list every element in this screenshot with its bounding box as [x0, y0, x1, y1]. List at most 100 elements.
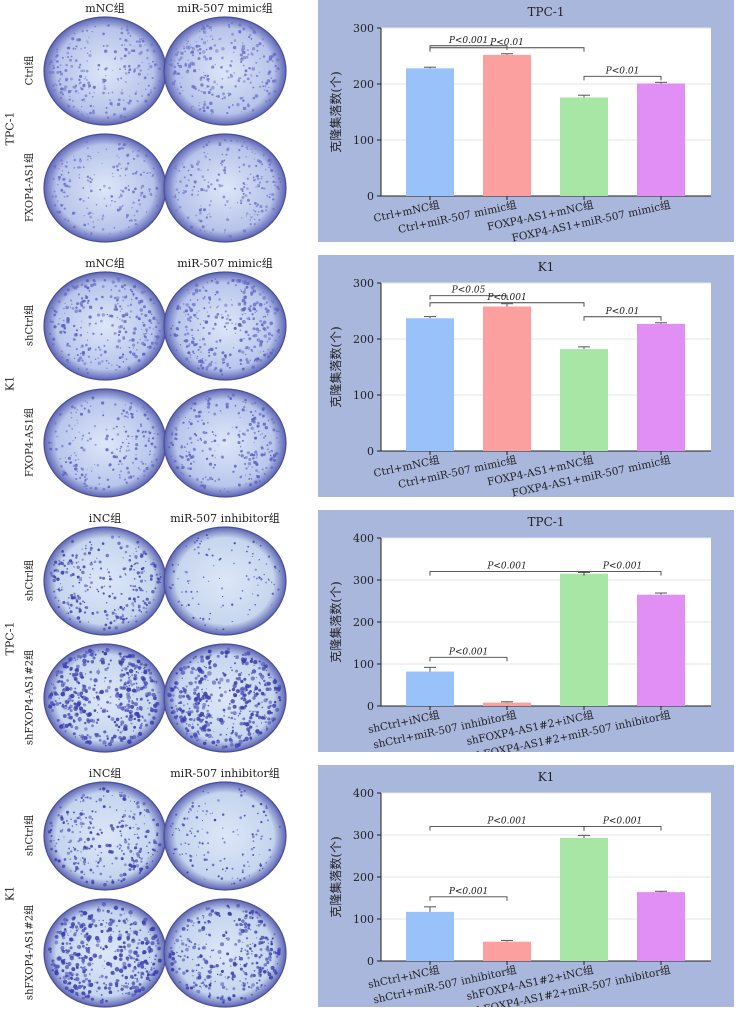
colony-dish-image: [163, 898, 287, 1008]
p-value-label: P<0.001: [448, 887, 488, 897]
bar-chart: TPC-10100200300400克隆集落数(个)shCtrl+iNC组shC…: [318, 510, 734, 752]
colony-dish-image: [43, 271, 167, 381]
cell-line-label: TPC-1: [4, 615, 17, 663]
colony-dish-image: [43, 133, 167, 243]
bar: [483, 55, 531, 196]
colony-dish: [163, 643, 287, 753]
y-tick-label: 0: [367, 445, 374, 458]
colony-dish-image: [163, 526, 287, 636]
column-label: miR-507 inhibitor组: [155, 510, 295, 526]
colony-dish-image: [163, 133, 287, 243]
bar: [483, 942, 531, 961]
colony-dish-image: [43, 16, 167, 126]
panel-1: TPC-1 mNC组 miR-507 mimic组 Ctrl组 FXOP4-AS1组 TP…: [0, 0, 738, 245]
y-tick-label: 100: [353, 134, 374, 147]
column-label: mNC组: [35, 0, 175, 16]
panel-3: TPC-1 iNC组 miR-507 inhibitor组 shCtrl组 shFXOP…: [0, 510, 738, 755]
y-tick-label: 300: [353, 22, 374, 35]
p-value-label: P<0.01: [489, 38, 524, 48]
colony-dish: [43, 16, 167, 126]
colony-photos: TPC-1 iNC组 miR-507 inhibitor组 shCtrl组 shFXOP…: [0, 510, 300, 755]
bar-chart: K10100200300克隆集落数(个)Ctrl+mNC组Ctrl+miR-50…: [318, 255, 734, 497]
y-tick-label: 200: [353, 333, 374, 346]
chart-box: TPC-1 0 100 200 300 克隆集落数(个) Ctrl+mNC组 Ctrl+miR…: [318, 0, 734, 242]
colony-dish: [163, 133, 287, 243]
cell-line-label: K1: [4, 360, 17, 408]
colony-dish: [43, 643, 167, 753]
y-tick-label: 200: [353, 78, 374, 91]
y-axis-label: 克隆集落数(个): [328, 71, 343, 152]
colony-photos: K1 mNC组 miR-507 mimic组 shCtrl组 FXOP4-AS1组: [0, 255, 300, 500]
colony-dish-image: [43, 781, 167, 891]
colony-dish: [163, 898, 287, 1008]
column-label: miR-507 mimic组: [155, 0, 295, 16]
chart-box: TPC-1 0 100 200 300 400 克隆集落数(个) shCtrl+iNC组 shC…: [318, 510, 734, 752]
y-tick-label: 400: [353, 787, 374, 800]
chart-title: TPC-1: [528, 515, 565, 529]
bar: [406, 68, 454, 196]
row-label: shCtrl组: [21, 781, 36, 891]
colony-dish: [43, 133, 167, 243]
bar-chart: TPC-10100200300克隆集落数(个)Ctrl+mNC组Ctrl+miR…: [318, 0, 734, 242]
y-axis-label: 克隆集落数(个): [328, 326, 343, 407]
colony-dish-image: [163, 643, 287, 753]
bar: [483, 703, 531, 706]
column-label: iNC组: [35, 510, 175, 526]
chart-box: K1 0 100 200 300 克隆集落数(个) Ctrl+mNC组 Ctrl+miR-50…: [318, 255, 734, 497]
colony-dish-image: [43, 643, 167, 753]
p-value-label: P<0.01: [605, 66, 640, 76]
bar: [637, 595, 685, 706]
y-tick-label: 300: [353, 574, 374, 587]
y-axis-label: 克隆集落数(个): [328, 581, 343, 662]
colony-dish: [43, 781, 167, 891]
p-value-label: P<0.001: [602, 562, 642, 572]
bar: [406, 672, 454, 706]
row-label: Ctrl组: [21, 16, 36, 126]
y-tick-label: 0: [367, 955, 374, 968]
bar: [560, 574, 608, 706]
colony-dish: [43, 526, 167, 636]
p-value-label: P<0.001: [602, 817, 642, 827]
chart-title: K1: [538, 260, 555, 274]
p-value-label: P<0.01: [605, 307, 640, 317]
colony-dish-image: [163, 781, 287, 891]
column-label: mNC组: [35, 255, 175, 271]
panel-4: K1 iNC组 miR-507 inhibitor组 shCtrl组 shFXOP4-A…: [0, 765, 738, 1010]
y-tick-label: 300: [353, 829, 374, 842]
colony-dish: [43, 898, 167, 1008]
y-tick-label: 200: [353, 871, 374, 884]
colony-dish: [43, 271, 167, 381]
cell-line-label: TPC-1: [4, 105, 17, 153]
colony-dish-image: [43, 898, 167, 1008]
cell-line-label: K1: [4, 870, 17, 918]
y-tick-label: 100: [353, 913, 374, 926]
colony-dish-image: [43, 388, 167, 498]
bar: [637, 83, 685, 196]
bar: [560, 349, 608, 451]
colony-dish-image: [163, 388, 287, 498]
bar: [560, 838, 608, 961]
bar: [406, 318, 454, 451]
colony-dish: [163, 781, 287, 891]
bar: [637, 892, 685, 961]
column-label: miR-507 mimic组: [155, 255, 295, 271]
row-label: shFXOP4-AS1#2组: [21, 643, 36, 753]
y-tick-label: 400: [353, 532, 374, 545]
colony-photos: K1 iNC组 miR-507 inhibitor组 shCtrl组 shFXOP4-A…: [0, 765, 300, 1010]
row-label: FXOP4-AS1组: [21, 133, 36, 243]
p-value-label: P<0.001: [486, 562, 526, 572]
chart-box: K1 0 100 200 300 400 克隆集落数(个) shCtrl+iNC组 shCtrl…: [318, 765, 734, 1007]
colony-photos: TPC-1 mNC组 miR-507 mimic组 Ctrl组 FXOP4-AS1组: [0, 0, 300, 245]
row-label: shCtrl组: [21, 526, 36, 636]
y-axis-label: 克隆集落数(个): [328, 836, 343, 917]
column-label: iNC组: [35, 765, 175, 781]
y-tick-label: 100: [353, 389, 374, 402]
p-value-label: P<0.05: [451, 286, 486, 296]
y-tick-label: 100: [353, 658, 374, 671]
chart-title: TPC-1: [528, 5, 565, 19]
chart-title: K1: [538, 770, 555, 784]
row-label: shCtrl组: [21, 271, 36, 381]
column-label: miR-507 inhibitor组: [155, 765, 295, 781]
colony-dish-image: [163, 16, 287, 126]
colony-dish: [43, 388, 167, 498]
